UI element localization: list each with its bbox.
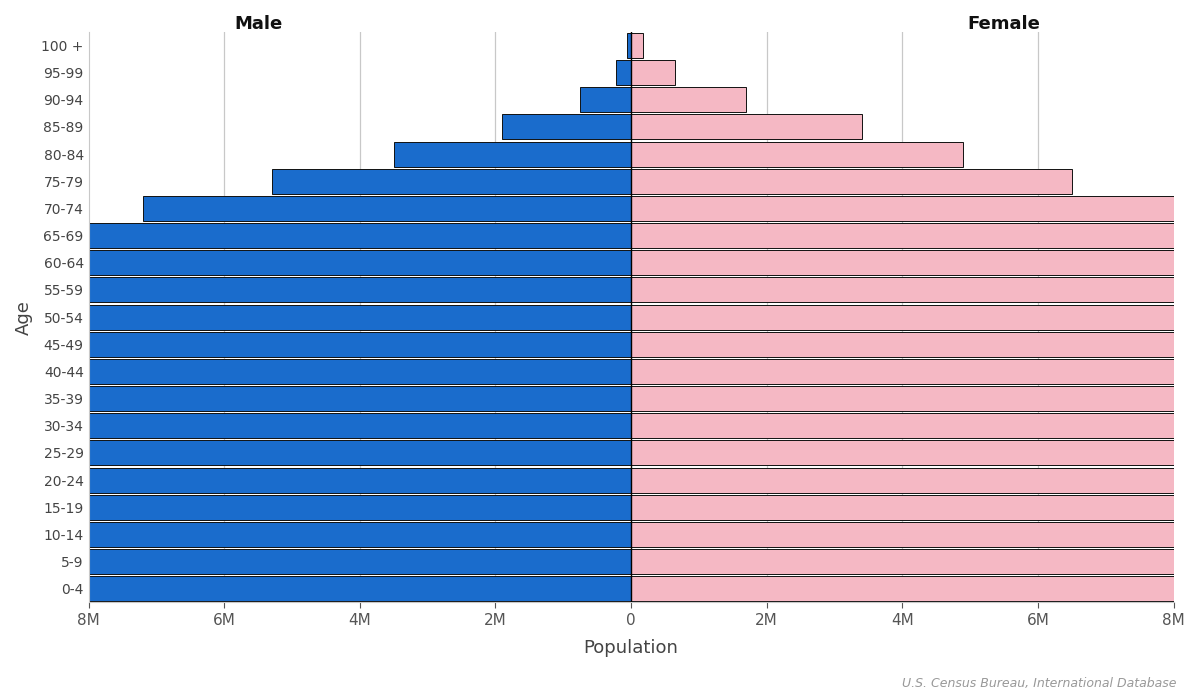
Y-axis label: Age: Age bbox=[14, 300, 32, 335]
Bar bbox=[0, 277, 631, 302]
Text: U.S. Census Bureau, International Database: U.S. Census Bureau, International Databa… bbox=[901, 676, 1176, 690]
X-axis label: Population: Population bbox=[583, 639, 678, 657]
Bar bbox=[394, 141, 631, 167]
Bar bbox=[48, 223, 631, 248]
Bar bbox=[631, 522, 1200, 547]
Bar bbox=[0, 332, 631, 357]
Bar bbox=[0, 495, 631, 520]
Bar bbox=[631, 576, 1200, 601]
Bar bbox=[271, 169, 631, 194]
Bar bbox=[0, 440, 631, 466]
Bar bbox=[0, 468, 631, 493]
Bar bbox=[631, 88, 746, 112]
Bar bbox=[0, 250, 631, 275]
Bar bbox=[631, 386, 1200, 411]
Bar bbox=[631, 277, 1200, 302]
Bar bbox=[631, 495, 1200, 520]
Bar bbox=[0, 359, 631, 384]
Bar bbox=[0, 386, 631, 411]
Bar bbox=[0, 522, 631, 547]
Bar bbox=[631, 60, 676, 85]
Bar bbox=[631, 550, 1200, 574]
Bar bbox=[616, 60, 631, 85]
Text: Female: Female bbox=[967, 15, 1040, 33]
Bar bbox=[631, 114, 862, 139]
Bar bbox=[631, 468, 1200, 493]
Bar bbox=[631, 332, 1200, 357]
Bar bbox=[631, 304, 1200, 330]
Bar bbox=[628, 33, 631, 58]
Bar bbox=[631, 250, 1200, 275]
Bar bbox=[0, 413, 631, 438]
Bar bbox=[631, 196, 1181, 221]
Bar bbox=[631, 33, 643, 58]
Bar bbox=[631, 413, 1200, 438]
Bar bbox=[631, 141, 964, 167]
Bar bbox=[631, 440, 1200, 466]
Bar bbox=[631, 223, 1200, 248]
Bar bbox=[143, 196, 631, 221]
Bar bbox=[631, 169, 1072, 194]
Text: Male: Male bbox=[234, 15, 282, 33]
Bar bbox=[0, 550, 631, 574]
Bar bbox=[631, 359, 1200, 384]
Bar bbox=[503, 114, 631, 139]
Bar bbox=[0, 576, 631, 601]
Bar bbox=[581, 88, 631, 112]
Bar bbox=[0, 304, 631, 330]
